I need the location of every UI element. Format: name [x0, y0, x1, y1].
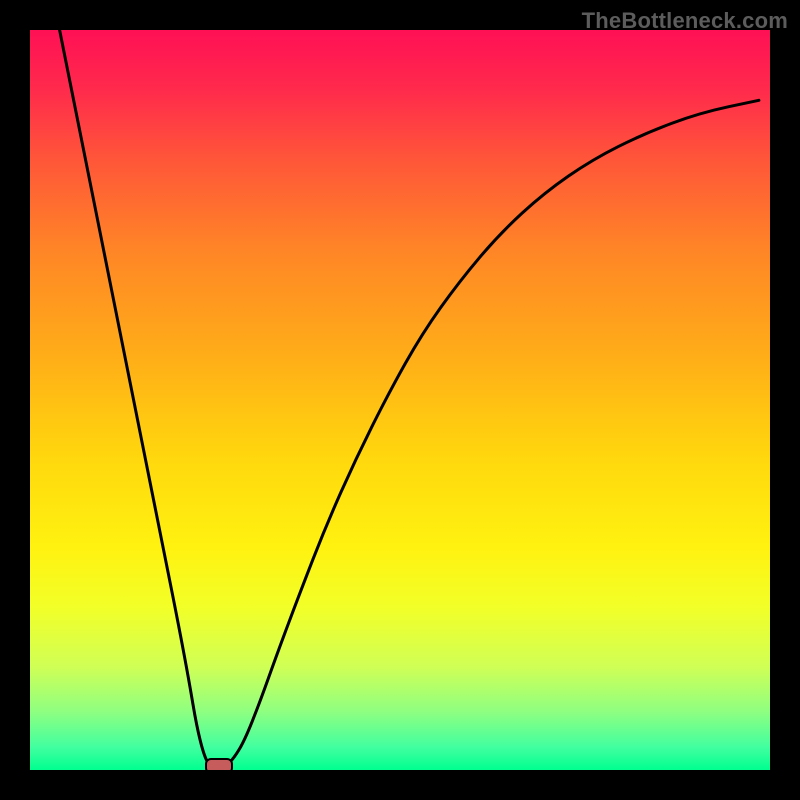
chart-svg-layer	[30, 30, 770, 770]
chart-frame: TheBottleneck.com	[0, 0, 800, 800]
plot-area	[30, 30, 770, 770]
bottleneck-curve	[60, 30, 759, 769]
minimum-marker	[205, 758, 233, 770]
curve-svg	[30, 30, 770, 770]
